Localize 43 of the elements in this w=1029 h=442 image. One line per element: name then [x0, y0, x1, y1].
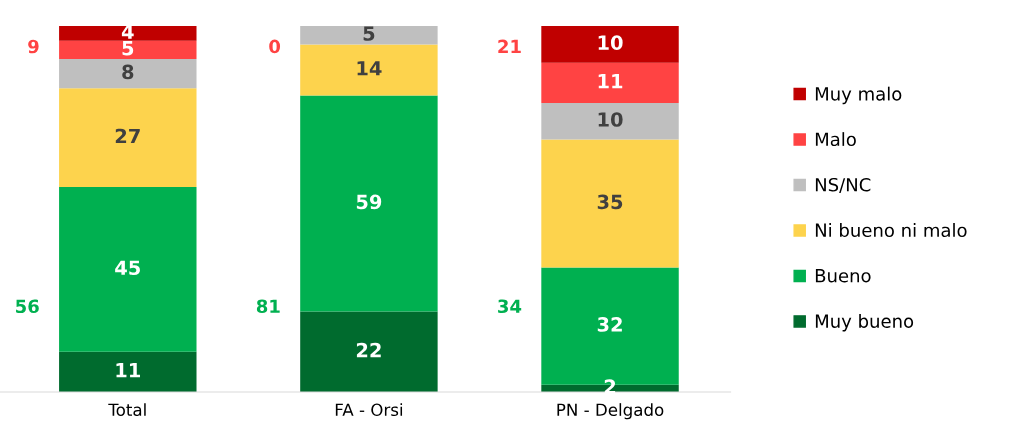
bar — [300, 311, 438, 393]
x-tick-label: FA - Orsi — [335, 403, 403, 417]
data-label: 32 — [597, 317, 622, 332]
bar — [59, 26, 197, 41]
legend-label: Bueno — [815, 269, 871, 283]
data-label: 27 — [115, 128, 140, 144]
annotation: 34 — [498, 299, 522, 314]
legend-label: Ni bueno ni malo — [815, 223, 967, 238]
data-label: 10 — [598, 112, 623, 127]
legend-label: Malo — [815, 132, 856, 147]
data-label: 45 — [115, 260, 140, 276]
annotation: 9 — [28, 39, 39, 54]
bar — [300, 95, 438, 312]
bar — [59, 351, 197, 393]
data-label: 14 — [357, 61, 382, 76]
bar — [541, 26, 679, 63]
bar — [300, 44, 438, 96]
data-label: 5 — [122, 41, 134, 56]
legend-label: Muy malo — [815, 86, 902, 105]
annotation: 0 — [269, 39, 281, 54]
legend-label: Muy bueno — [815, 313, 914, 332]
annotation: 56 — [16, 299, 39, 314]
bar — [541, 62, 679, 103]
annotation: 81 — [256, 299, 280, 314]
data-label: 8 — [122, 64, 134, 80]
x-tick-label: PN - Delgado — [557, 403, 664, 420]
data-label: 59 — [356, 194, 382, 210]
bar — [541, 139, 679, 268]
bar — [541, 102, 679, 140]
bar — [59, 59, 197, 89]
data-label: 10 — [598, 35, 623, 51]
data-label: 35 — [597, 194, 623, 210]
legend-label: NS/NC — [815, 177, 871, 193]
annotation: 21 — [498, 39, 521, 54]
data-label: 5 — [363, 26, 375, 41]
bar — [59, 88, 197, 188]
data-label: 11 — [598, 73, 623, 89]
x-tick-label: Total — [108, 403, 146, 417]
data-label: 22 — [356, 342, 381, 358]
bar — [59, 40, 197, 60]
bar — [300, 26, 438, 45]
data-label: 11 — [116, 363, 140, 378]
bar — [59, 187, 197, 352]
